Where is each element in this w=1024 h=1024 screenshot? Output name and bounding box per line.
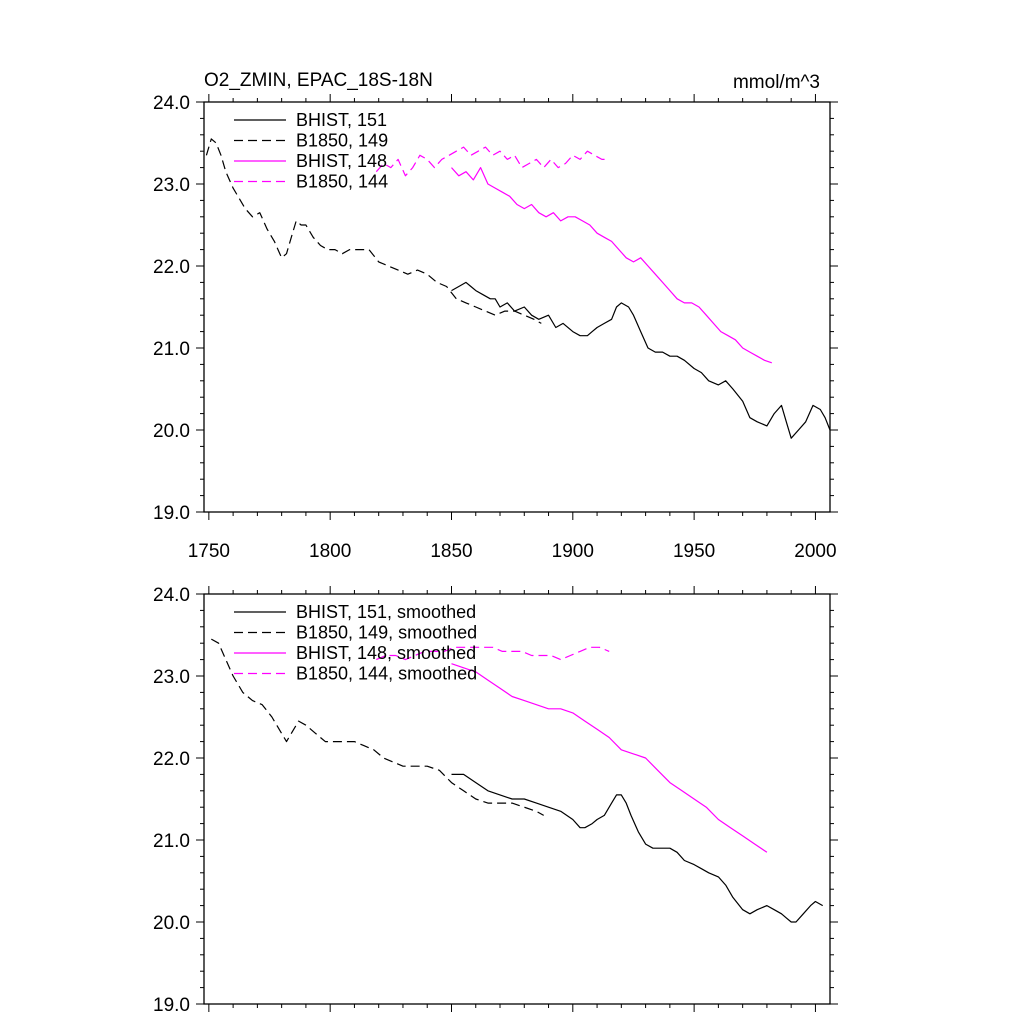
y-tick-label: 22.0: [153, 257, 190, 278]
top-series: [205, 138, 831, 439]
series-line-b1850-149: [205, 138, 542, 324]
y-tick-label: 21.0: [153, 831, 190, 852]
top-panel: O2_ZMIN, EPAC_18S-18N mmol/m^3 19.0 20.0 2…: [153, 70, 838, 562]
series-line-b1850-149-smoothed: [211, 638, 544, 816]
x-tick-label: 2000: [794, 541, 836, 562]
x-tick-label: 1800: [309, 541, 351, 562]
series-line-b1850-144: [375, 146, 610, 177]
x-tick-label: 1900: [552, 541, 594, 562]
legend-label: B1850, 144: [296, 172, 388, 192]
top-axes: 19.0 20.0 21.0 22.0 23.0 24.0 1750 1800 1850 1900…: [153, 93, 838, 562]
bottom-axes: 19.0 20.0 21.0 22.0 23.0 24.0: [153, 585, 838, 1016]
bottom-series: [211, 638, 823, 923]
legend-label: BHIST, 151: [296, 110, 387, 130]
legend-label: BHIST, 148: [296, 151, 387, 171]
y-tick-label: 23.0: [153, 667, 190, 688]
y-tick-label: 23.0: [153, 175, 190, 196]
legend-label: B1850, 149, smoothed: [296, 623, 477, 643]
legend-label: B1850, 149: [296, 131, 388, 151]
bottom-panel: 19.0 20.0 21.0 22.0 23.0 24.0 BHIST, 151, smo…: [153, 585, 838, 1016]
x-tick-label: 1850: [430, 541, 472, 562]
x-tick-label: 1750: [188, 541, 230, 562]
chart-title: O2_ZMIN, EPAC_18S-18N: [204, 70, 433, 91]
y-tick-label: 24.0: [153, 585, 190, 606]
series-line-bhist-148: [451, 167, 772, 364]
series-line-bhist-151-smoothed: [451, 773, 823, 923]
y-tick-label: 20.0: [153, 913, 190, 934]
y-tick-label: 24.0: [153, 93, 190, 114]
y-tick-label: 19.0: [153, 503, 190, 524]
legend-label: BHIST, 151, smoothed: [296, 602, 476, 622]
y-tick-label: 20.0: [153, 421, 190, 442]
bottom-plot-frame: [203, 593, 831, 1005]
y-tick-label: 22.0: [153, 749, 190, 770]
x-tick-label: 1950: [673, 541, 715, 562]
legend-label: BHIST, 148, smoothed: [296, 643, 476, 663]
series-line-b1850-144-smoothed: [376, 646, 610, 661]
series-line-bhist-151: [451, 281, 831, 439]
y-tick-label: 19.0: [153, 995, 190, 1016]
y-tick-label: 21.0: [153, 339, 190, 360]
top-plot-frame: [203, 101, 831, 513]
series-line-bhist-148-smoothed: [451, 663, 768, 853]
units-label: mmol/m^3: [733, 72, 820, 93]
legend-label: B1850, 144, smoothed: [296, 664, 477, 684]
